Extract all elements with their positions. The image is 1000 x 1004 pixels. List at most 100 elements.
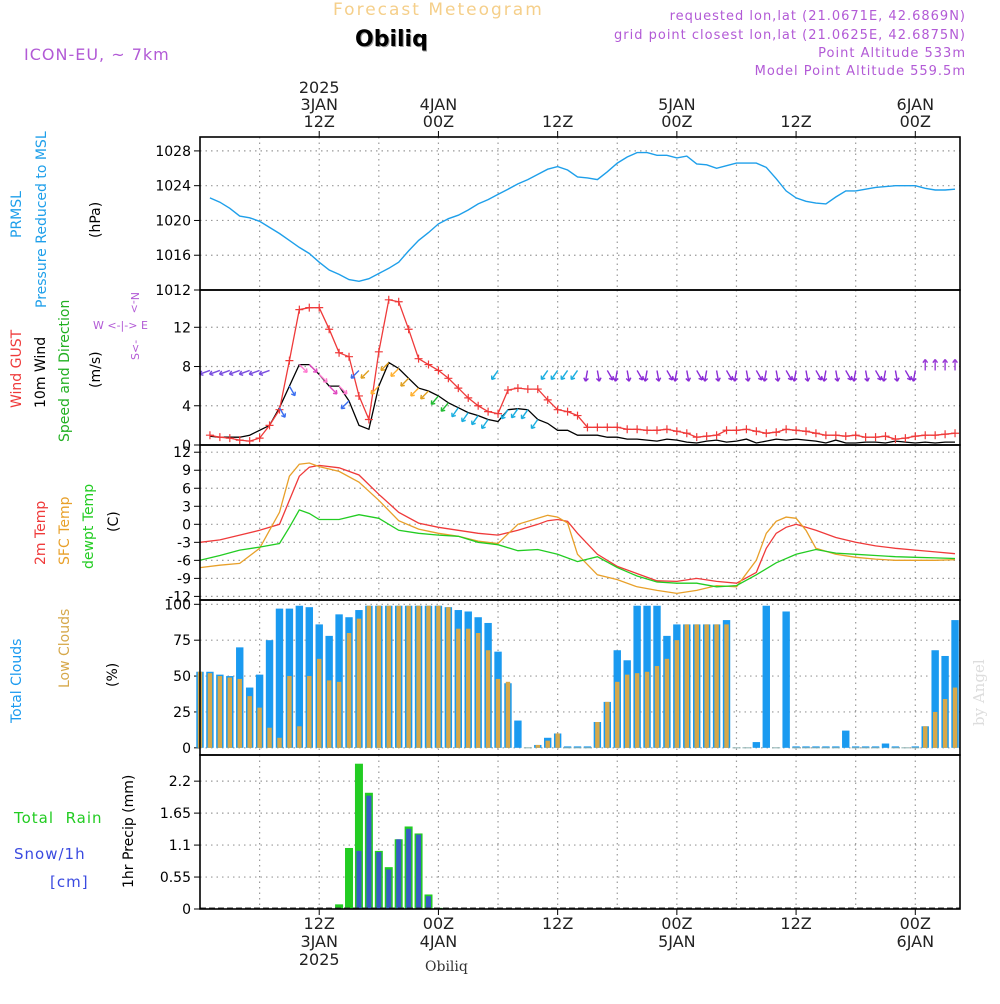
rain-bar [354, 763, 363, 909]
y-tick-label: 6 [182, 481, 191, 497]
wind-direction-arrow [440, 402, 449, 412]
wind-direction-arrowhead [390, 372, 395, 377]
wind-direction-arrow [674, 370, 678, 382]
rain-bar [335, 904, 344, 909]
wind-direction-arrowhead [490, 375, 496, 381]
gust-marker [941, 430, 950, 439]
gust-marker [205, 431, 214, 440]
wind-direction-arrow [550, 370, 559, 380]
wind-direction-arrowhead [218, 370, 224, 376]
wind-direction-arrow [461, 412, 469, 423]
wind-direction-arrow [882, 370, 887, 382]
cloud-low-bar [485, 650, 491, 748]
bottom-hour-label: 12Z [304, 914, 335, 933]
wind-direction-arrowhead [530, 424, 536, 430]
gust-marker [235, 436, 244, 445]
wind-direction-arrow [696, 370, 703, 381]
wind-direction-arrow [360, 369, 370, 379]
cloud-total-bar [752, 742, 761, 748]
wind-direction-arrowhead [732, 377, 738, 382]
wind-direction-arrow [904, 370, 912, 381]
top-date-label: 5JAN [658, 95, 696, 114]
gust-marker [643, 426, 652, 435]
top-hour-label: 12Z [780, 112, 811, 131]
wind-direction-arrowhead [612, 377, 619, 382]
wind-direction-arrowhead [881, 377, 887, 382]
wind-direction-arrowhead [791, 377, 798, 382]
bottom-date-label: 6JAN [897, 932, 935, 951]
snow-bar [366, 795, 372, 909]
low-clouds-label: Low Clouds [57, 608, 73, 688]
cloud-low-bar [704, 624, 709, 748]
wind-direction-arrowhead [625, 377, 632, 382]
gust-marker [474, 401, 483, 410]
cloud-low-bar [714, 624, 719, 748]
snow-bar [416, 834, 422, 909]
gust-marker [464, 393, 473, 402]
gust-marker [394, 297, 403, 306]
cloud-low-bar [396, 605, 401, 748]
model-altitude: Model Point Altitude 559.5m [754, 64, 966, 79]
wind-gust-line [209, 299, 956, 442]
y-tick-label: -3 [177, 535, 191, 551]
wind-direction-arrowhead [290, 391, 297, 397]
wind-direction-arrow [805, 370, 809, 382]
wind-direction-arrow [845, 370, 852, 381]
y-tick-label: 1028 [155, 144, 191, 160]
gust-marker [772, 428, 781, 437]
bottom-hour-label: 12Z [780, 914, 811, 933]
y-tick-label: 0 [182, 517, 191, 533]
wind-direction-arrow [199, 369, 211, 375]
gust-marker [384, 295, 393, 304]
cloud-low-bar [336, 681, 342, 748]
total-clouds-label: Total Clouds [9, 638, 25, 723]
temp-dew-line [199, 509, 956, 588]
wind-direction-arrowhead [834, 377, 841, 382]
gust-marker [593, 423, 602, 432]
gust-marker [841, 432, 850, 441]
temp-2m-line [199, 464, 956, 584]
cloud-total-bar [802, 746, 810, 748]
wind-direction-arrow [785, 370, 793, 381]
cloud-low-bar [952, 687, 958, 748]
cloud-low-bar [346, 633, 352, 748]
pressure-label-l1: PRMSL [9, 191, 25, 238]
gust-marker [722, 426, 731, 435]
model-label: ICON-EU, ~ 7km [24, 45, 170, 64]
gust-marker [275, 405, 284, 414]
gust-marker [305, 303, 314, 312]
wind-direction-arrow [644, 370, 648, 382]
top-date-label: 4JAN [420, 95, 458, 114]
gust-marker [345, 352, 354, 361]
gust-marker [245, 437, 254, 446]
gust-marker [285, 356, 294, 365]
wind-direction-arrow [686, 370, 690, 382]
top-hour-label: 00Z [661, 112, 692, 131]
gust-marker [444, 374, 453, 383]
bottom-hour-label: 00Z [900, 914, 931, 933]
wind-direction-arrow [390, 367, 400, 377]
compass-s: S<- [129, 339, 142, 360]
wind-direction-arrow [912, 370, 916, 382]
gust-marker [633, 425, 642, 434]
cloud-low-bar [366, 605, 372, 748]
wind-10m-label: 10m Wind [33, 336, 49, 408]
gust-marker [573, 411, 582, 420]
cloud-low-bar [724, 624, 729, 748]
snow-bar [376, 852, 382, 909]
bottom-hour-label: 12Z [542, 914, 573, 933]
wind-direction-arrow [815, 370, 823, 381]
cloud-total-bar [881, 743, 890, 748]
gust-marker [891, 435, 900, 444]
wind-direction-arrow [491, 370, 499, 380]
gust-marker [325, 325, 334, 334]
wind-direction-arrowhead [744, 377, 751, 382]
bottom-date-label: 4JAN [420, 932, 458, 951]
wind-direction-arrow [520, 409, 529, 420]
snow-bar [356, 850, 362, 909]
gust-marker [732, 426, 741, 435]
wind-direction-arrowhead [685, 377, 692, 382]
wind-direction-arrow [636, 370, 644, 381]
wind-direction-arrow [258, 369, 270, 375]
wind-direction-arrow [540, 370, 549, 380]
